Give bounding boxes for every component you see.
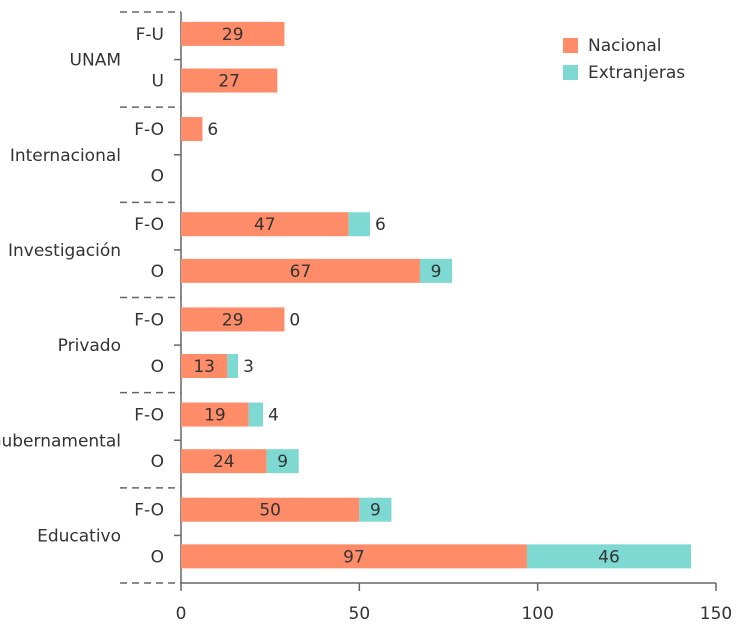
data-label: 67 [290, 262, 312, 282]
data-label: 27 [218, 72, 240, 92]
data-label: 24 [213, 452, 235, 472]
bar-nacional [181, 449, 267, 474]
bar-extranjeras [348, 212, 371, 237]
bar-nacional [181, 544, 527, 569]
data-label: 0 [289, 310, 300, 330]
group-label: Investigación [8, 241, 121, 261]
bar-nacional [181, 212, 349, 237]
x-tick-label: 150 [700, 604, 732, 624]
data-label: 29 [222, 310, 244, 330]
bar-nacional [181, 258, 420, 283]
data-label: 6 [375, 215, 386, 235]
row-label: F-U [136, 25, 164, 45]
row-label: O [151, 357, 164, 377]
x-tick-label: 0 [176, 604, 187, 624]
legend-swatch-nacional [563, 38, 578, 53]
data-label: 13 [193, 357, 215, 377]
bar-extranjeras [266, 449, 299, 474]
row-label: O [151, 167, 164, 187]
data-label: 9 [370, 501, 381, 521]
data-label: 97 [343, 547, 365, 567]
row-label: F-O [134, 310, 164, 330]
data-label: 46 [598, 547, 620, 567]
x-tick-label: 100 [521, 604, 553, 624]
row-label: O [151, 547, 164, 567]
bar-nacional [181, 68, 278, 93]
bar-extranjeras [359, 497, 392, 522]
data-label: 50 [259, 501, 281, 521]
data-label: 3 [243, 357, 254, 377]
bar-nacional [181, 307, 285, 332]
row-label: O [151, 262, 164, 282]
group-label: UNAM [70, 51, 121, 71]
bar-nacional [181, 497, 360, 522]
axes: 0 50 100 150 UNAM F-U U Internacional F-O O Invest… [0, 11, 732, 624]
data-label: 9 [431, 262, 442, 282]
bar-nacional [181, 117, 203, 142]
legend: Nacional Extranjeras [563, 36, 685, 83]
data-label: 29 [222, 25, 244, 45]
bar-extranjeras [248, 402, 264, 427]
row-label: O [151, 452, 164, 472]
row-label: F-O [134, 120, 164, 140]
x-tick-label: 50 [349, 604, 371, 624]
legend-swatch-extranjeras [563, 65, 578, 80]
data-label: 4 [268, 406, 279, 426]
data-label: 9 [277, 452, 288, 472]
group-label: Gubernamental [0, 431, 121, 451]
bar-extranjeras [419, 258, 453, 283]
row-label: F-O [134, 501, 164, 521]
data-label: 6 [207, 120, 218, 140]
bars: 29 27 6 47 6 67 9 29 0 13 3 19 4 24 9 50 9 97 46 [181, 21, 692, 569]
legend-label-nacional: Nacional [588, 36, 662, 56]
row-label: F-O [134, 215, 164, 235]
group-label: Internacional [10, 146, 121, 166]
data-label: 19 [204, 406, 226, 426]
row-label: U [152, 72, 164, 92]
bar-extranjeras [227, 354, 239, 379]
legend-label-extranjeras: Extranjeras [588, 63, 685, 83]
data-label: 47 [254, 215, 276, 235]
group-label: Privado [58, 336, 121, 356]
bar-nacional [181, 354, 228, 379]
bar-extranjeras [526, 544, 692, 569]
row-label: F-O [134, 406, 164, 426]
bar-nacional [181, 402, 249, 427]
group-label: Educativo [37, 526, 121, 546]
bar-nacional [181, 21, 285, 46]
